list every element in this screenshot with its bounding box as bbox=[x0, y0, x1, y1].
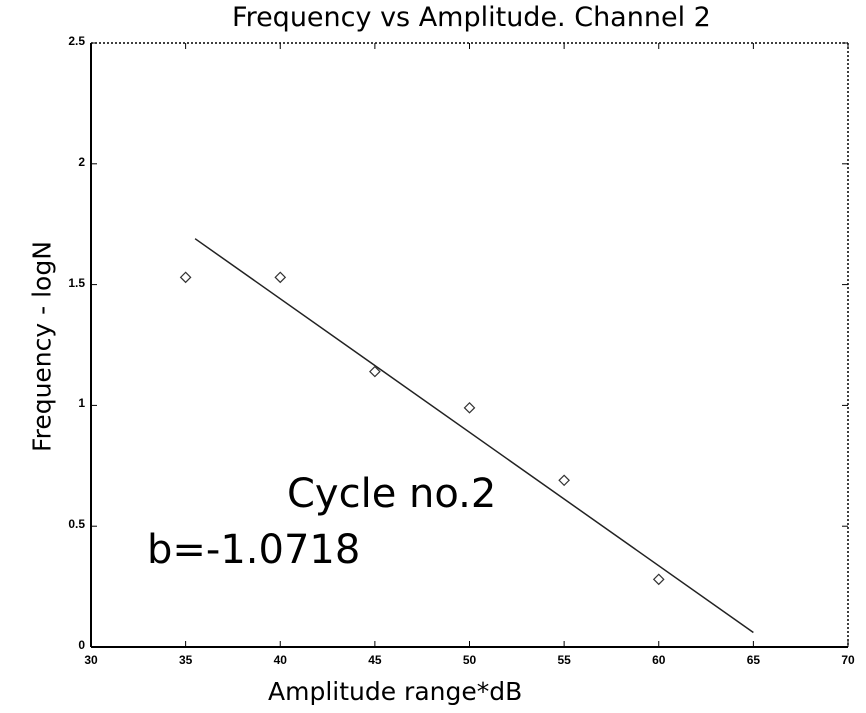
y-tick-label: 0 bbox=[78, 638, 85, 652]
x-tick-label: 70 bbox=[841, 653, 855, 667]
x-tick-label: 45 bbox=[368, 653, 382, 667]
fit-line bbox=[194, 238, 754, 634]
data-markers bbox=[179, 271, 665, 586]
x-tick-label: 55 bbox=[557, 653, 571, 667]
axis-ticks bbox=[90, 42, 849, 648]
x-tick-label: 35 bbox=[178, 653, 193, 667]
x-tick-label: 30 bbox=[84, 653, 98, 667]
regression-line bbox=[194, 238, 754, 634]
cycle-annotation: Cycle no.2 bbox=[287, 471, 497, 517]
slope-annotation: b=-1.0718 bbox=[147, 527, 361, 573]
y-tick-label: 0.5 bbox=[68, 517, 85, 532]
y-tick-label: 1.5 bbox=[68, 275, 85, 290]
chart-title: Frequency vs Amplitude. Channel 2 bbox=[232, 2, 711, 33]
diamond-marker bbox=[463, 401, 476, 414]
x-tick-label: 40 bbox=[273, 653, 287, 667]
diamond-marker bbox=[369, 365, 381, 378]
x-tick-label: 65 bbox=[746, 653, 761, 667]
diamond-marker bbox=[274, 271, 287, 284]
x-axis-label: Amplitude range*dB bbox=[268, 677, 523, 706]
y-tick-label: 2.5 bbox=[68, 34, 85, 48]
x-tick-label: 60 bbox=[652, 653, 666, 667]
diamond-marker bbox=[558, 474, 570, 487]
diamond-marker bbox=[652, 573, 665, 586]
y-tick-label: 1 bbox=[78, 396, 85, 411]
x-tick-label: 50 bbox=[462, 653, 477, 667]
diamond-marker bbox=[179, 271, 192, 284]
y-tick-label: 2 bbox=[78, 154, 85, 169]
